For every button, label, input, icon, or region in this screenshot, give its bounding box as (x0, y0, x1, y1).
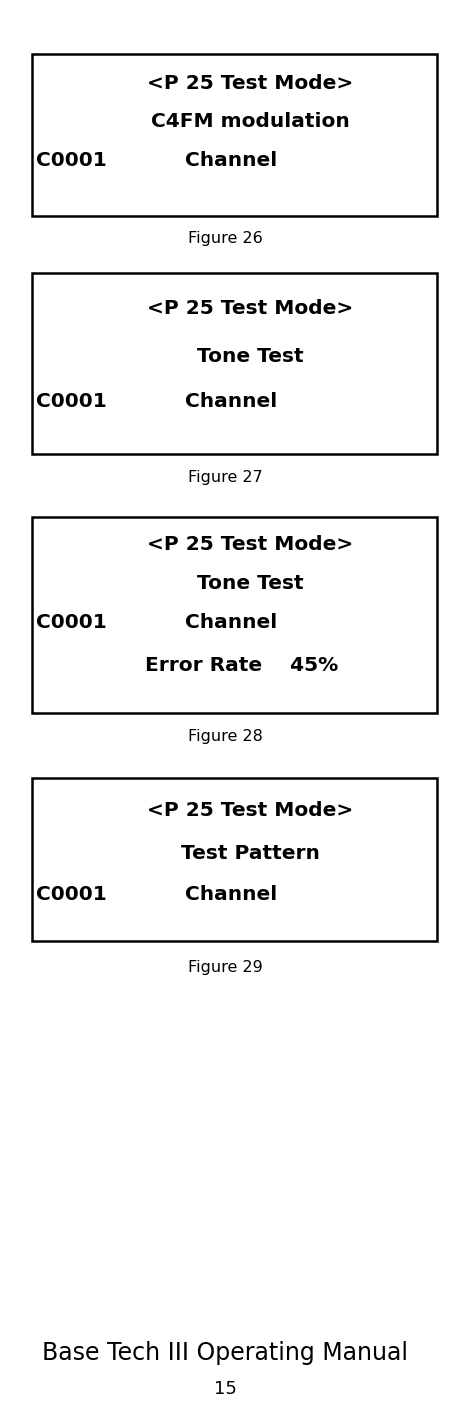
Text: C0001: C0001 (36, 613, 106, 632)
Text: Channel: Channel (185, 392, 278, 412)
Text: Channel: Channel (185, 152, 278, 170)
FancyBboxPatch shape (32, 517, 436, 713)
FancyBboxPatch shape (32, 54, 436, 216)
Text: 15: 15 (214, 1380, 236, 1397)
Text: <P 25 Test Mode>: <P 25 Test Mode> (147, 801, 353, 821)
Text: C4FM modulation: C4FM modulation (151, 112, 350, 132)
Text: C0001: C0001 (36, 392, 106, 412)
Text: <P 25 Test Mode>: <P 25 Test Mode> (147, 300, 353, 318)
Text: Tone Test: Tone Test (197, 574, 303, 594)
Text: Tone Test: Tone Test (197, 346, 303, 366)
Text: Figure 29: Figure 29 (188, 960, 262, 974)
FancyBboxPatch shape (32, 273, 436, 454)
Text: Figure 28: Figure 28 (188, 730, 262, 744)
Text: C0001: C0001 (36, 885, 106, 903)
FancyBboxPatch shape (32, 778, 436, 941)
Text: Base Tech III Operating Manual: Base Tech III Operating Manual (42, 1342, 408, 1365)
Text: Channel: Channel (185, 613, 278, 632)
Text: <P 25 Test Mode>: <P 25 Test Mode> (147, 74, 353, 92)
Text: Channel: Channel (185, 885, 278, 903)
Text: Figure 26: Figure 26 (188, 231, 262, 246)
Text: Error Rate    45%: Error Rate 45% (145, 656, 338, 676)
Text: C0001: C0001 (36, 152, 106, 170)
Text: Test Pattern: Test Pattern (181, 843, 320, 863)
Text: <P 25 Test Mode>: <P 25 Test Mode> (147, 535, 353, 554)
Text: Figure 27: Figure 27 (188, 470, 262, 484)
